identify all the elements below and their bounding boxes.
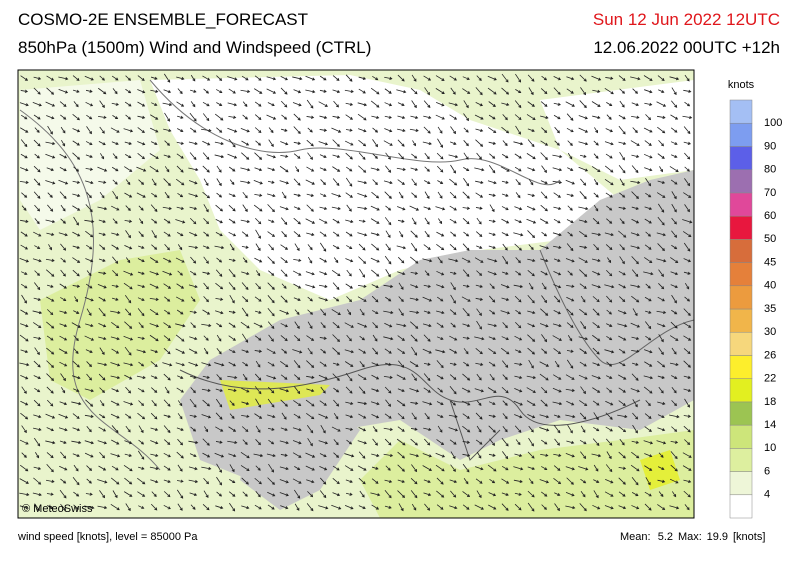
mean-value: 5.2: [658, 531, 673, 543]
color-legend: 4 6 10 14 18 22 26 30 35 40 45 50 60 70 80 90 100: [729, 99, 782, 519]
legend-label: 100: [764, 117, 782, 129]
legend-swatch: [729, 122, 753, 147]
legend-swatch: [729, 146, 753, 170]
legend-label: 40: [764, 280, 776, 292]
legend-unit: knots: [728, 79, 755, 91]
title: COSMO-2E ENSEMBLE_FORECAST: [18, 10, 308, 29]
legend-label: 50: [764, 233, 776, 245]
map: © MeteoSwiss: [18, 70, 694, 518]
legend-swatch: [729, 448, 753, 472]
valid-time: Sun 12 Jun 2022 12UTC: [593, 10, 780, 29]
legend-swatch: [729, 331, 753, 356]
max-label: Max:: [678, 531, 702, 543]
credit: © MeteoSwiss: [22, 503, 93, 515]
legend-swatch: [729, 494, 753, 519]
max-value: 19.9: [707, 531, 728, 543]
legend-label: 14: [764, 419, 776, 431]
run-time: 12.06.2022 00UTC +12h: [593, 38, 780, 57]
legend-label: 26: [764, 349, 776, 361]
legend-swatch: [729, 401, 753, 426]
wind-arrows: [19, 73, 693, 512]
legend-swatch: [729, 285, 753, 310]
legend-label: 6: [764, 465, 770, 477]
legend-label: 18: [764, 396, 776, 408]
legend-swatch: [729, 471, 753, 496]
legend-label: 45: [764, 256, 776, 268]
map-frame: [17, 69, 695, 519]
legend-label: 4: [764, 489, 770, 501]
legend-label: 80: [764, 164, 776, 176]
legend-swatch: [729, 239, 753, 263]
legend-swatch: [729, 169, 753, 194]
legend-swatch: [729, 215, 753, 240]
wind-arrow-field: [19, 73, 693, 512]
legend-label: 90: [764, 140, 776, 152]
legend-swatch: [729, 99, 753, 124]
legend-label: 70: [764, 187, 776, 199]
legend-label: 10: [764, 442, 776, 454]
legend-swatch: [729, 424, 753, 449]
legend-label: 22: [764, 373, 776, 385]
unit-label: [knots]: [733, 531, 765, 543]
legend-swatch: [729, 308, 753, 333]
legend-swatch: [729, 262, 753, 287]
legend-label: 35: [764, 303, 776, 315]
subtitle: 850hPa (1500m) Wind and Windspeed (CTRL): [18, 38, 371, 57]
legend-label: 30: [764, 326, 776, 338]
footer-description: wind speed [knots], level = 85000 Pa: [17, 531, 198, 543]
legend-swatch: [729, 378, 753, 403]
legend-swatch: [729, 355, 753, 379]
legend-swatch: [729, 192, 753, 217]
legend-label: 60: [764, 210, 776, 222]
mean-label: Mean:: [620, 531, 651, 543]
